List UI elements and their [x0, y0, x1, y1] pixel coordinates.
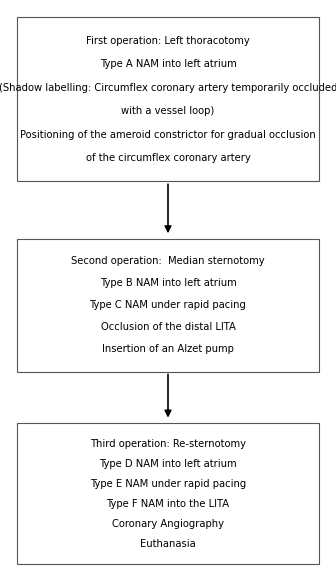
- Bar: [17, 423, 319, 564]
- Bar: [17, 17, 319, 181]
- Text: First operation: Left thoracotomy: First operation: Left thoracotomy: [86, 36, 250, 46]
- Text: with a vessel loop): with a vessel loop): [121, 106, 215, 116]
- Text: Type B NAM into left atrium: Type B NAM into left atrium: [100, 278, 236, 288]
- Text: (Shadow labelling: Circumflex coronary artery temporarily occluded: (Shadow labelling: Circumflex coronary a…: [0, 82, 336, 93]
- Text: of the circumflex coronary artery: of the circumflex coronary artery: [86, 153, 250, 163]
- Bar: [17, 239, 319, 372]
- Text: Type D NAM into left atrium: Type D NAM into left atrium: [99, 458, 237, 469]
- Text: Positioning of the ameroid constrictor for gradual occlusion: Positioning of the ameroid constrictor f…: [20, 130, 316, 139]
- Text: Euthanasia: Euthanasia: [140, 539, 196, 550]
- Text: Second operation:  Median sternotomy: Second operation: Median sternotomy: [71, 256, 265, 266]
- Text: Type C NAM under rapid pacing: Type C NAM under rapid pacing: [90, 300, 246, 310]
- Text: Third operation: Re-sternotomy: Third operation: Re-sternotomy: [90, 438, 246, 449]
- Text: Type F NAM into the LITA: Type F NAM into the LITA: [107, 499, 229, 509]
- Text: Type E NAM under rapid pacing: Type E NAM under rapid pacing: [90, 479, 246, 489]
- Text: Occlusion of the distal LITA: Occlusion of the distal LITA: [100, 323, 236, 332]
- Text: Insertion of an Alzet pump: Insertion of an Alzet pump: [102, 344, 234, 354]
- Text: Type A NAM into left atrium: Type A NAM into left atrium: [100, 59, 236, 69]
- Text: Coronary Angiography: Coronary Angiography: [112, 519, 224, 529]
